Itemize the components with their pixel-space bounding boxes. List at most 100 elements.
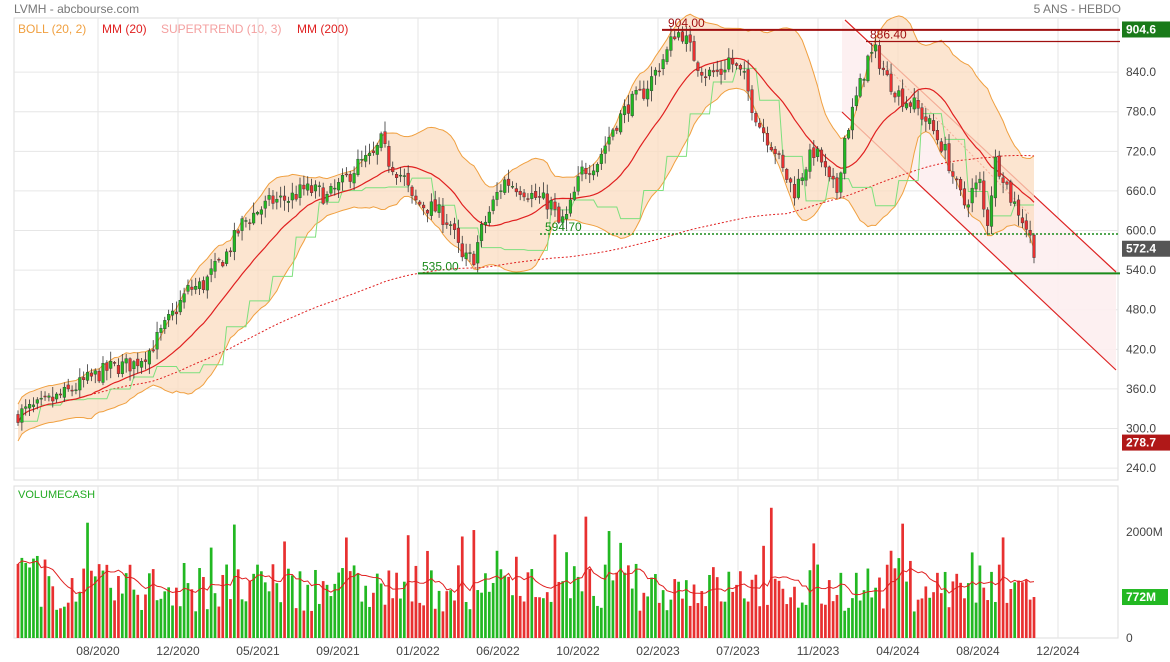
volume-bar bbox=[348, 571, 352, 638]
volume-bar bbox=[422, 605, 425, 638]
volume-bar bbox=[816, 564, 820, 638]
volume-bar bbox=[263, 582, 267, 638]
volume-bar bbox=[39, 606, 43, 638]
y-tick-label: 660.0 bbox=[1126, 184, 1156, 198]
volume-bar bbox=[480, 592, 483, 638]
price-badge bbox=[1122, 240, 1170, 257]
volume-bar bbox=[511, 595, 514, 638]
volume-bar bbox=[97, 564, 101, 638]
volume-bar bbox=[78, 592, 82, 638]
candle-body bbox=[445, 222, 449, 225]
volume-bar bbox=[704, 606, 707, 638]
candle-body bbox=[978, 178, 982, 184]
candle-body bbox=[518, 190, 522, 195]
candle-body bbox=[402, 175, 406, 177]
volume-bar bbox=[878, 577, 881, 638]
volume-bar bbox=[491, 582, 495, 638]
candle-body bbox=[151, 349, 155, 352]
candle-body bbox=[901, 88, 905, 107]
volume-bar bbox=[661, 590, 665, 638]
volume-bar bbox=[580, 591, 584, 638]
candle-body bbox=[924, 116, 928, 122]
candle-body bbox=[468, 252, 472, 254]
candle-body bbox=[93, 370, 97, 375]
volume-bar bbox=[1024, 580, 1028, 638]
candle-body bbox=[858, 78, 862, 97]
volume-bar bbox=[74, 601, 78, 638]
volume-bar bbox=[545, 592, 549, 638]
volume-bar bbox=[677, 581, 680, 638]
candle-body bbox=[464, 252, 468, 259]
price-badge-label: 904.6 bbox=[1126, 22, 1156, 36]
volume-bar bbox=[990, 571, 993, 638]
candle-body bbox=[456, 227, 460, 243]
volume-bar bbox=[144, 594, 147, 638]
volume-bar bbox=[317, 603, 321, 638]
x-tick-label: 08/2020 bbox=[76, 644, 120, 658]
candle-body bbox=[31, 404, 36, 407]
volume-bar bbox=[63, 606, 66, 638]
legend-mm20: MM (20) bbox=[102, 22, 147, 36]
candle-body bbox=[248, 222, 252, 224]
candle-body bbox=[221, 261, 225, 267]
volume-bar bbox=[16, 563, 20, 638]
candle-body bbox=[240, 218, 244, 231]
candle-body bbox=[55, 393, 59, 400]
candle-body bbox=[425, 210, 430, 214]
candle-body bbox=[692, 41, 696, 61]
volume-bar bbox=[341, 568, 344, 638]
candle-body bbox=[673, 36, 677, 40]
price-levels: 904.00 886.40 594.70 535.00 bbox=[418, 16, 1120, 275]
candle-body bbox=[657, 70, 661, 73]
candle-body bbox=[510, 186, 515, 188]
volume-bar bbox=[453, 600, 456, 638]
candle-body bbox=[885, 70, 889, 76]
candle-body bbox=[734, 63, 739, 66]
volume-bar bbox=[731, 591, 735, 638]
x-tick-label: 01/2022 bbox=[396, 644, 440, 658]
candle-body bbox=[522, 192, 526, 198]
volume-bar bbox=[225, 564, 228, 638]
candle-body bbox=[607, 136, 611, 145]
candle-body bbox=[603, 145, 607, 154]
volume-bar bbox=[970, 552, 974, 638]
candle-body bbox=[750, 89, 754, 113]
volume-bar bbox=[457, 565, 460, 638]
candle-body bbox=[452, 223, 457, 230]
volume-bar bbox=[905, 581, 908, 638]
x-tick-label: 05/2021 bbox=[236, 644, 280, 658]
candle-body bbox=[1013, 201, 1017, 204]
volume-bar bbox=[974, 602, 978, 638]
candle-body bbox=[553, 201, 557, 210]
volume-bar bbox=[947, 607, 951, 638]
volume-bar bbox=[476, 590, 480, 638]
volume-bar bbox=[298, 571, 302, 638]
candle-body bbox=[677, 32, 681, 38]
candle-body bbox=[537, 196, 542, 198]
volume-bar bbox=[623, 572, 626, 638]
volume-bar bbox=[978, 565, 982, 638]
volume-bar bbox=[140, 609, 143, 638]
candle-body bbox=[51, 396, 55, 402]
volume-bar bbox=[800, 602, 804, 638]
volume-bar bbox=[283, 541, 286, 638]
volume-bar bbox=[468, 609, 472, 638]
x-tick-label: 12/2020 bbox=[156, 644, 200, 658]
candle-body bbox=[514, 188, 518, 193]
volume-bar bbox=[460, 536, 464, 638]
volume-bar bbox=[66, 602, 70, 638]
candle-body bbox=[387, 146, 391, 167]
volume-bar bbox=[997, 564, 1001, 638]
candle-body bbox=[298, 184, 302, 198]
volume-bar bbox=[951, 581, 955, 638]
candle-body bbox=[962, 188, 967, 206]
volume-bar bbox=[175, 587, 178, 638]
candle-body bbox=[406, 172, 410, 186]
volume-bar bbox=[669, 599, 673, 638]
volume-bar bbox=[55, 609, 58, 638]
volume-bar bbox=[909, 560, 912, 638]
candle-body bbox=[665, 49, 669, 62]
candle-body bbox=[201, 280, 205, 290]
volume-bar bbox=[549, 601, 553, 638]
candle-body bbox=[746, 69, 750, 92]
